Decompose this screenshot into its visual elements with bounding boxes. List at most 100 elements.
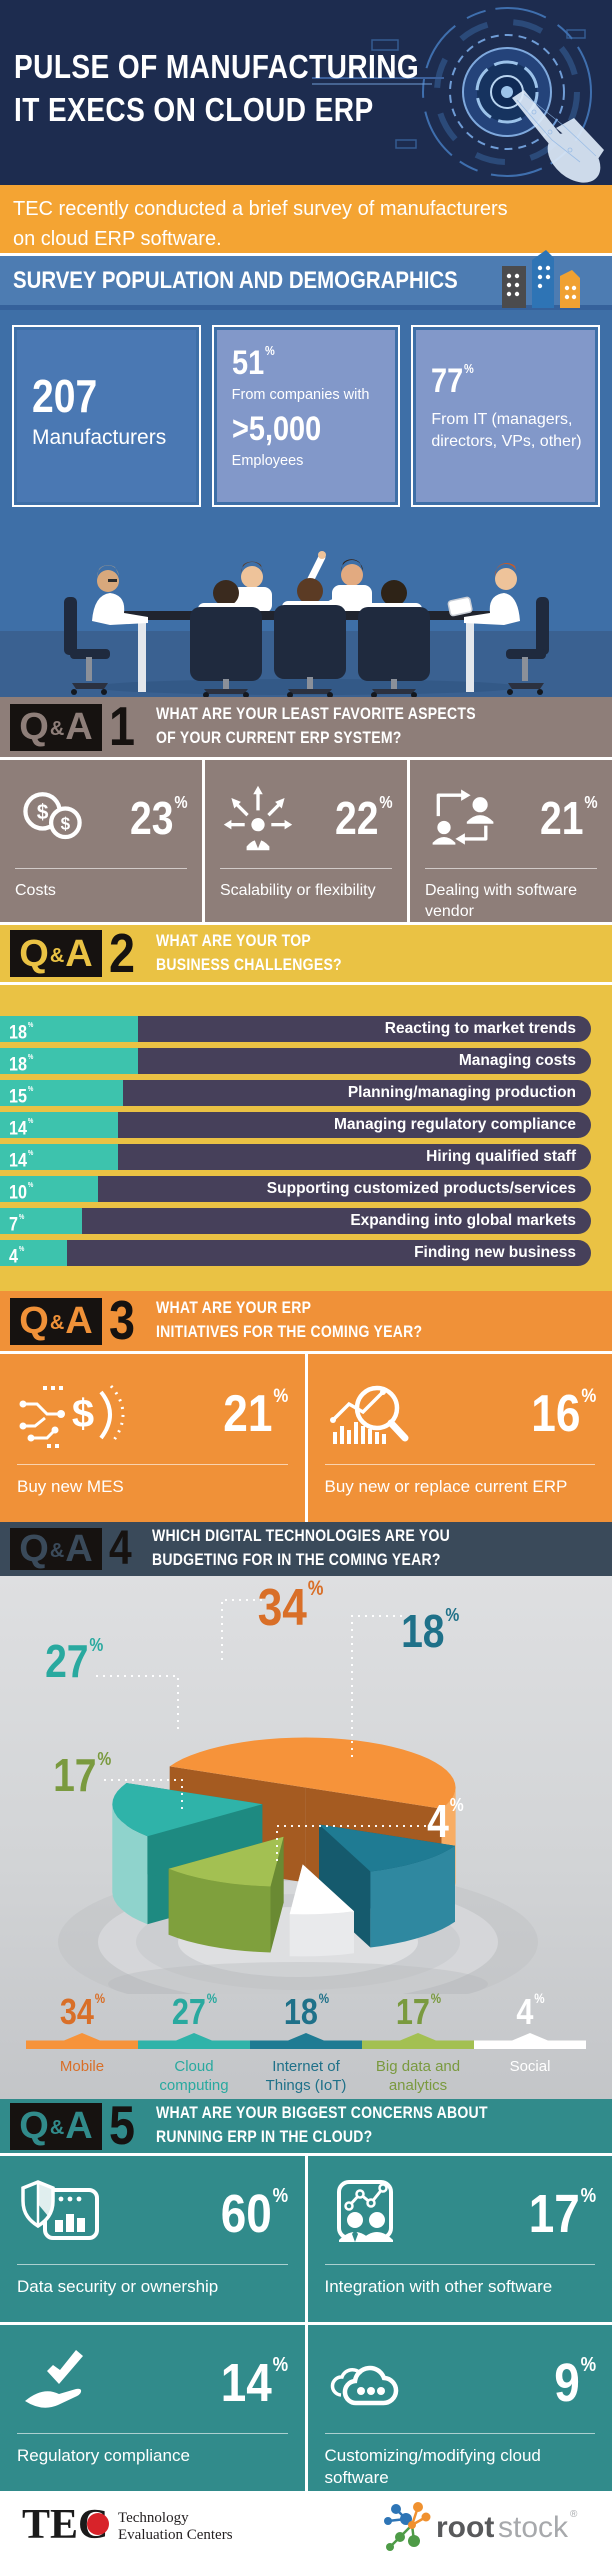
qa2-question: WHAT ARE YOUR TOP BUSINESS CHALLENGES? bbox=[155, 931, 342, 974]
pie-slice-cloud-computing-top bbox=[112, 1783, 263, 1837]
qa5-label-integration: Integration with other software bbox=[324, 2277, 553, 2296]
pie-callout-bigdata: 17% bbox=[53, 1747, 112, 1801]
qa3-header: Q & A 3 WHAT ARE YOUR ERP INITIATIVES FOR T… bbox=[0, 1291, 612, 1351]
challenge-bar-fill bbox=[0, 1016, 138, 1042]
qa5-card-integration: 17% Integration with other software bbox=[307, 2156, 612, 2322]
stat-label-line2: Employees bbox=[231, 452, 304, 469]
intro-text: TEC recently conducted a brief survey of… bbox=[13, 198, 508, 250]
legend-swatch bbox=[138, 2032, 250, 2049]
page-title-line1: PULSE OF MANUFACTURING bbox=[14, 48, 420, 85]
stat-label-line1: From companies with bbox=[231, 387, 370, 404]
svg-text:Technology: Technology bbox=[118, 2510, 189, 2526]
qa5-label-customizing: Customizing/modifying cloud software bbox=[324, 2446, 541, 2488]
divider bbox=[17, 2264, 288, 2265]
qa2-number: 2 bbox=[109, 921, 136, 984]
person-back-3 bbox=[358, 580, 430, 697]
pie-callout-line-2 bbox=[351, 1615, 402, 1762]
challenge-bar-fill bbox=[0, 1080, 123, 1106]
legend-item-bigdata: 17% Big data and analytics bbox=[362, 1992, 474, 2096]
legend-swatch bbox=[26, 2032, 138, 2049]
challenge-bar: 15% Planning/managing production bbox=[0, 1080, 591, 1107]
qa3-pct-erp: 16% bbox=[530, 1384, 596, 1443]
mes-circuit-icon: $ bbox=[19, 1385, 125, 1448]
pie-chart-canvas: 34% 27% 18% 17% 4% bbox=[0, 1576, 612, 1994]
qa3-question: WHAT ARE YOUR ERP INITIATIVES FOR THE COM… bbox=[155, 1299, 422, 1341]
qa-badge-icon: Q & A bbox=[10, 930, 102, 977]
qa2-header: Q & A 2 WHAT ARE YOUR TOP BUSINESS CHALLENG… bbox=[0, 925, 612, 985]
qa5-question: WHAT ARE YOUR BIGGEST CONCERNS ABOUT RUNN… bbox=[155, 2104, 488, 2146]
intro-band: TEC recently conducted a brief survey of… bbox=[0, 185, 612, 253]
qa5-pct-customizing: 9% bbox=[553, 2352, 596, 2413]
legend-item-mobile: 34% Mobile bbox=[26, 1992, 138, 2077]
qa3-card-erp: 16% Buy new or replace current ERP bbox=[307, 1354, 612, 1522]
person-right bbox=[447, 563, 549, 695]
pie-slice-social-rim bbox=[289, 1911, 354, 1957]
challenge-bar-fill bbox=[0, 1208, 83, 1234]
pie-callout-social: 4% bbox=[427, 1793, 464, 1847]
legend-label: Cloud computing bbox=[159, 2058, 229, 2094]
divider bbox=[324, 2433, 595, 2434]
challenge-label: Planning/managing production bbox=[347, 1084, 576, 1101]
qa4-question: WHICH DIGITAL TECHNOLOGIES ARE YOU BUDGET… bbox=[151, 1527, 450, 1569]
qa5-card-security: 60% Data security or ownership bbox=[0, 2156, 305, 2322]
qa1-section: Q & A 1 WHAT ARE YOUR LEAST FAVORITE ASPEC… bbox=[0, 697, 612, 925]
person-back-1 bbox=[190, 580, 262, 697]
coins-icon: $ $ bbox=[23, 792, 82, 840]
divider bbox=[15, 868, 187, 869]
stat-card-it-roles: 77% From IT (managers, directors, VPs, o… bbox=[411, 325, 600, 507]
person-raising-hand bbox=[306, 551, 326, 585]
page-title: PULSE OF MANUFACTURING IT EXECS ON CLOUD… bbox=[14, 46, 491, 132]
person-back-2 bbox=[274, 578, 346, 697]
qa2-section: Q & A 2 WHAT ARE YOUR TOP BUSINESS CHALLENG… bbox=[0, 925, 612, 1291]
person-left bbox=[64, 565, 148, 695]
legend-swatch bbox=[362, 2032, 474, 2049]
qa5-card-customizing: 9% Customizing/modifying cloud software bbox=[307, 2325, 612, 2491]
stat-value: 77% bbox=[431, 360, 475, 400]
qa5-pct-integration: 17% bbox=[528, 2183, 596, 2244]
svg-text:$: $ bbox=[37, 801, 49, 824]
qa1-question: WHAT ARE YOUR LEAST FAVORITE ASPECTS OF Y… bbox=[155, 705, 476, 747]
qa5-card-compliance: 14% Regulatory compliance bbox=[0, 2325, 305, 2491]
legend-item-iot: 18% Internet of Things (IoT) bbox=[250, 1992, 362, 2096]
hero-header: PULSE OF MANUFACTURING IT EXECS ON CLOUD… bbox=[0, 0, 612, 185]
pointing-hand bbox=[512, 90, 604, 183]
legend-label: Social bbox=[509, 2058, 551, 2075]
qa1-card-costs: $ $ 23% Costs bbox=[0, 760, 202, 922]
qa1-label-scalability: Scalability or flexibility bbox=[220, 882, 376, 899]
pie-slice-internet-of-things-iot--cut bbox=[319, 1824, 371, 1948]
challenge-label: Hiring qualified staff bbox=[426, 1148, 576, 1165]
section-divider bbox=[0, 2491, 612, 2494]
legend-label: Mobile bbox=[59, 2058, 105, 2075]
challenge-label: Supporting customized products/services bbox=[266, 1180, 576, 1197]
demographics-cards: 207 Manufacturers 51% From companies wit… bbox=[0, 310, 612, 507]
legend-item-social: 4% Social bbox=[474, 1992, 586, 2077]
qa4-number: 4 bbox=[109, 1522, 132, 1576]
legend-swatch bbox=[474, 2032, 586, 2049]
qa1-label-vendor: Dealing with software vendor bbox=[425, 882, 578, 921]
business-challenges-bar-chart: 18% Reacting to market trends 18% Managing… bbox=[0, 985, 612, 1291]
stat-value: 207 bbox=[32, 370, 98, 422]
qa5-number: 5 bbox=[109, 2094, 136, 2157]
qa3-card-mes: $ 21% Buy new MES bbox=[0, 1354, 305, 1522]
vendor-cycle-icon bbox=[432, 789, 494, 845]
qa1-number: 1 bbox=[109, 695, 136, 758]
challenge-label: Finding new business bbox=[414, 1244, 576, 1261]
stat-card-company-size: 51% From companies with >5,000 Employees bbox=[211, 325, 401, 507]
legend-swatch bbox=[250, 2032, 362, 2049]
challenge-bar-fill bbox=[0, 1144, 118, 1170]
qa5-label-security: Data security or ownership bbox=[17, 2277, 219, 2296]
challenge-bar: 10% Supporting customized products/servic… bbox=[0, 1176, 591, 1203]
integration-icon bbox=[336, 2180, 393, 2242]
stat-label: From IT (managers, directors, VPs, other… bbox=[431, 411, 582, 450]
divider bbox=[425, 868, 597, 869]
stat-label: Manufacturers bbox=[32, 426, 167, 450]
digital-technologies-pie-chart: 34% 27% 18% 17% 4% 34% Mobile 27% Cloud … bbox=[0, 1576, 612, 2099]
pie-reflection bbox=[108, 1962, 488, 1994]
pie-callout-mobile: 34% bbox=[257, 1577, 324, 1637]
divider bbox=[220, 868, 392, 869]
legend-item-cloud: 27% Cloud computing bbox=[138, 1992, 250, 2096]
stat-value-secondary: >5,000 bbox=[231, 409, 321, 448]
qa-badge-icon: Q & A bbox=[10, 1528, 102, 1570]
divider bbox=[324, 2264, 595, 2265]
meeting-illustration bbox=[0, 551, 612, 697]
